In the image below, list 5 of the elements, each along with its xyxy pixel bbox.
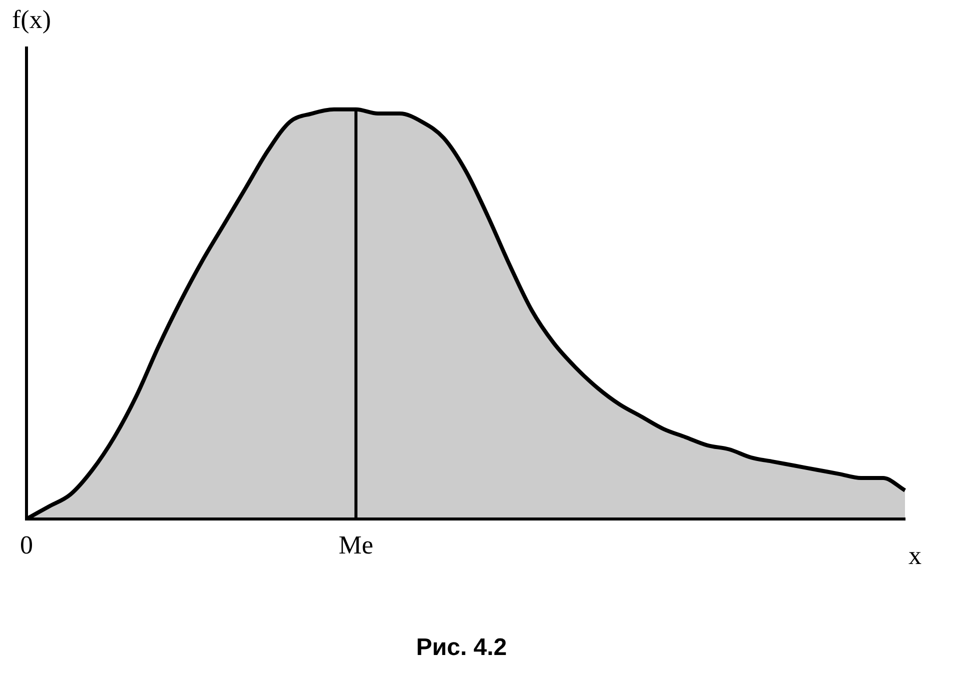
y-axis-title: f(x): [12, 4, 51, 34]
text: Рис. 4.2: [416, 634, 507, 662]
x-tick-label: Me: [338, 530, 374, 560]
x-axis-title: x: [908, 540, 922, 570]
x-tick-label: 0: [20, 530, 33, 560]
